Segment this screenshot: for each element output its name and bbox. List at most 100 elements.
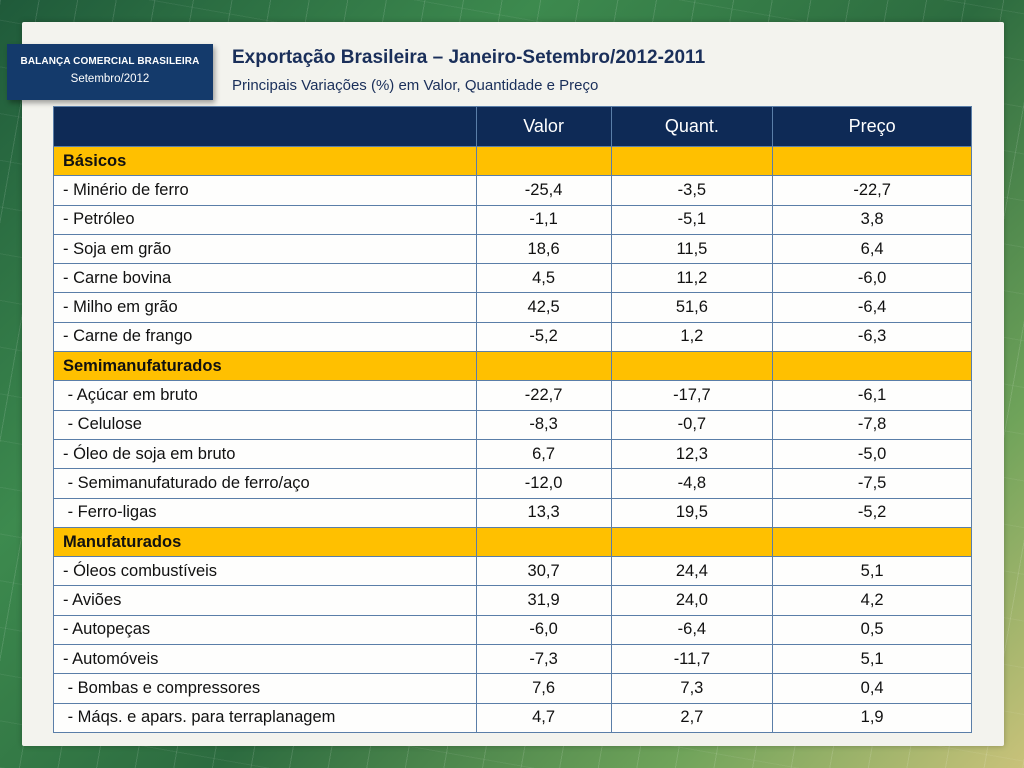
table-row: - Máqs. e apars. para terraplanagem 4,7 2,…: [53, 702, 972, 733]
table-row: - Soja em grão 18,6 11,5 6,4: [53, 233, 972, 265]
preco-cell: -6,4: [772, 292, 972, 323]
preco-cell: -5,0: [772, 438, 972, 470]
category-empty-cell: [772, 145, 972, 177]
valor-cell: 31,9: [475, 585, 612, 616]
quant-cell: 12,3: [610, 438, 774, 470]
valor-cell: -7,3: [475, 644, 612, 675]
valor-cell: -5,2: [475, 321, 612, 353]
quant-cell: 7,3: [610, 673, 774, 704]
product-cell: - Ferro-ligas: [53, 497, 477, 528]
preco-cell: 0,4: [772, 673, 972, 704]
product-cell: - Máqs. e apars. para terraplanagem: [53, 702, 477, 733]
quant-cell: -3,5: [610, 175, 774, 206]
preco-cell: -6,0: [772, 263, 972, 294]
preco-cell: -7,5: [772, 468, 972, 499]
valor-cell: 18,6: [475, 233, 612, 265]
category-empty-cell: [772, 526, 972, 558]
quant-cell: 24,4: [610, 556, 774, 587]
valor-cell: -12,0: [475, 468, 612, 499]
quant-cell: -17,7: [610, 380, 774, 411]
preco-cell: 1,9: [772, 702, 972, 733]
product-cell: - Óleo de soja em bruto: [53, 438, 477, 470]
quant-cell: 51,6: [610, 292, 774, 323]
preco-cell: 4,2: [772, 585, 972, 616]
product-cell: - Autopeças: [53, 614, 477, 646]
product-cell: - Milho em grão: [53, 292, 477, 323]
table-row: - Óleos combustíveis 30,7 24,4 5,1: [53, 556, 972, 587]
preco-cell: 5,1: [772, 556, 972, 587]
quant-cell: 1,2: [610, 321, 774, 353]
valor-cell: 13,3: [475, 497, 612, 528]
category-row: Básicos: [53, 145, 972, 177]
valor-cell: 30,7: [475, 556, 612, 587]
table-row: - Milho em grão 42,5 51,6 -6,4: [53, 292, 972, 323]
preco-cell: 6,4: [772, 233, 972, 265]
product-cell: - Semimanufaturado de ferro/aço: [53, 468, 477, 499]
table-header-row: Valor Quant. Preço: [53, 106, 972, 147]
table-row: - Automóveis -7,3 -11,7 5,1: [53, 644, 972, 675]
product-cell: - Aviões: [53, 585, 477, 616]
category-empty-cell: [610, 145, 774, 177]
valor-cell: -1,1: [475, 204, 612, 235]
header-valor: Valor: [475, 106, 612, 147]
product-cell: - Bombas e compressores: [53, 673, 477, 704]
category-empty-cell: [475, 351, 612, 382]
valor-cell: 6,7: [475, 438, 612, 470]
header-preco: Preço: [772, 106, 972, 147]
category-row: Manufaturados: [53, 526, 972, 558]
category-empty-cell: [610, 526, 774, 558]
table-row: - Celulose -8,3 -0,7 -7,8: [53, 409, 972, 440]
category-empty-cell: [772, 351, 972, 382]
category-label: Semimanufaturados: [53, 351, 477, 382]
table-row: - Bombas e compressores 7,6 7,3 0,4: [53, 673, 972, 704]
category-empty-cell: [475, 145, 612, 177]
quant-cell: 24,0: [610, 585, 774, 616]
preco-cell: -6,3: [772, 321, 972, 353]
valor-cell: 4,7: [475, 702, 612, 733]
table-row: - Óleo de soja em bruto 6,7 12,3 -5,0: [53, 438, 972, 470]
product-cell: - Açúcar em bruto: [53, 380, 477, 411]
valor-cell: -6,0: [475, 614, 612, 646]
product-cell: - Carne de frango: [53, 321, 477, 353]
page-title: Exportação Brasileira – Janeiro-Setembro…: [232, 47, 706, 68]
category-empty-cell: [610, 351, 774, 382]
quant-cell: -4,8: [610, 468, 774, 499]
quant-cell: -11,7: [610, 644, 774, 675]
quant-cell: 2,7: [610, 702, 774, 733]
valor-cell: 7,6: [475, 673, 612, 704]
product-cell: - Automóveis: [53, 644, 477, 675]
valor-cell: 42,5: [475, 292, 612, 323]
preco-cell: -7,8: [772, 409, 972, 440]
table-row: - Carne bovina 4,5 11,2 -6,0: [53, 263, 972, 294]
header-quant: Quant.: [610, 106, 774, 147]
valor-cell: -25,4: [475, 175, 612, 206]
table-row: - Petróleo -1,1 -5,1 3,8: [53, 204, 972, 235]
product-cell: - Soja em grão: [53, 233, 477, 265]
header-product: [53, 106, 477, 147]
table-row: - Minério de ferro -25,4 -3,5 -22,7: [53, 175, 972, 206]
table-row: - Semimanufaturado de ferro/aço -12,0 -4,8…: [53, 468, 972, 499]
quant-cell: -0,7: [610, 409, 774, 440]
variations-table: Valor Quant. Preço Básicos - Minério de f…: [53, 106, 972, 733]
table-row: - Aviões 31,9 24,0 4,2: [53, 585, 972, 616]
table-row: - Açúcar em bruto -22,7 -17,7 -6,1: [53, 380, 972, 411]
page-subtitle: Principais Variações (%) em Valor, Quant…: [232, 77, 599, 94]
product-cell: - Petróleo: [53, 204, 477, 235]
table-row: - Carne de frango -5,2 1,2 -6,3: [53, 321, 972, 353]
badge-date: Setembro/2012: [70, 73, 150, 85]
category-label: Manufaturados: [53, 526, 477, 558]
quant-cell: -6,4: [610, 614, 774, 646]
category-label: Básicos: [53, 145, 477, 177]
preco-cell: -6,1: [772, 380, 972, 411]
quant-cell: 19,5: [610, 497, 774, 528]
report-badge: BALANÇA COMERCIAL BRASILEIRA Setembro/20…: [7, 44, 213, 100]
quant-cell: 11,2: [610, 263, 774, 294]
preco-cell: -22,7: [772, 175, 972, 206]
product-cell: - Carne bovina: [53, 263, 477, 294]
preco-cell: -5,2: [772, 497, 972, 528]
valor-cell: -8,3: [475, 409, 612, 440]
category-empty-cell: [475, 526, 612, 558]
product-cell: - Óleos combustíveis: [53, 556, 477, 587]
valor-cell: -22,7: [475, 380, 612, 411]
product-cell: - Celulose: [53, 409, 477, 440]
